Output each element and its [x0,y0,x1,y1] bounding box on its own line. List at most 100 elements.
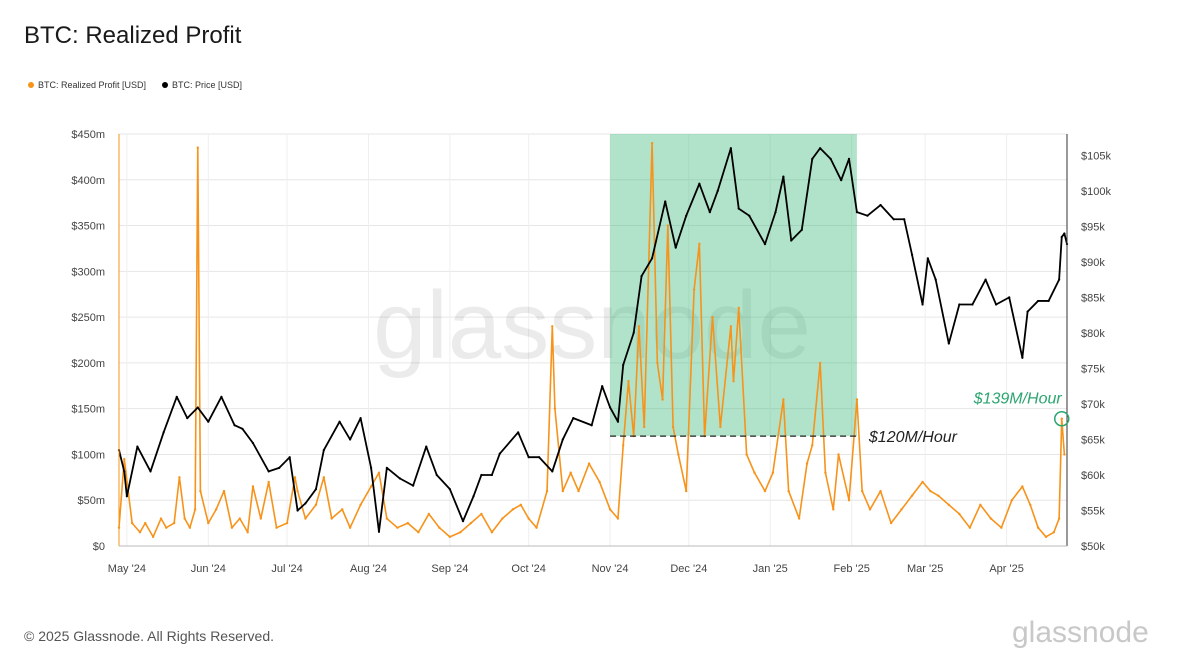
y-right-tick-label: $95k [1081,221,1105,233]
price-point [241,427,244,430]
y-right-tick-label: $90k [1081,257,1105,269]
price-point [782,175,785,178]
price-point [811,157,814,160]
price-point [903,218,906,221]
price-point [921,303,924,306]
price-point [472,495,475,498]
y-left-tick-label: $300m [71,266,105,278]
threshold-label: $120M/Hour [868,429,958,446]
price-point [480,473,483,477]
price-point [196,406,199,409]
price-point [1021,356,1024,359]
x-tick-label: Jan '25 [753,563,788,575]
peak-label: $139M/Hour [973,391,1063,408]
price-point [926,257,929,260]
price-point [910,253,914,256]
price-point [233,424,236,427]
price-point [338,420,341,423]
price-point [175,395,178,398]
price-point [590,424,593,427]
y-right-tick-label: $75k [1081,363,1105,375]
price-point [1026,310,1029,313]
price-point [1058,278,1061,281]
legend-dot-realized-profit [28,82,34,88]
y-left-tick-label: $100m [71,449,105,461]
price-point [538,456,541,459]
y-right-tick-label: $65k [1081,434,1105,446]
price-point [608,406,612,409]
y-right-tick-label: $80k [1081,328,1105,340]
shaded-region-layer [610,134,857,437]
price-point [800,228,803,231]
price-point [162,431,165,434]
price-point [840,179,843,182]
price-point [847,157,851,160]
price-point [385,466,388,469]
axes-layer: $0 $50m $100m $150m $200m $250m $300m $350m $400… [71,129,1111,575]
price-point [186,417,189,420]
x-tick-label: May '24 [108,563,146,575]
price-point [448,488,451,491]
brand-logo: glassnode [1012,616,1149,649]
x-tick-label: Jul '24 [271,563,302,575]
price-point [498,452,501,455]
x-tick-label: Nov '24 [592,563,629,575]
price-point [650,257,654,260]
price-point [674,246,677,249]
price-point [527,456,530,459]
annotation-layer: $120M/Hour $139M/Hour [610,391,1070,446]
price-point [994,303,998,306]
price-point [737,207,740,210]
price-point [1008,296,1011,299]
price-point [267,470,270,473]
price-point [377,530,381,533]
price-point [220,395,223,398]
x-tick-label: Oct '24 [511,563,546,575]
peak-marker [1053,410,1070,427]
x-tick-label: Apr '25 [989,563,1024,575]
y-left-tick-label: $0 [93,541,105,553]
price-point [640,274,643,278]
y-right-tick-label: $50k [1081,541,1105,553]
price-point [348,438,352,441]
legend-item-realized-profit[interactable]: BTC: Realized Profit [USD] [28,80,146,90]
price-point [551,470,554,473]
legend-dot-price [162,82,169,88]
price-point [790,239,793,242]
shaded-region [610,134,857,437]
price-point [892,218,895,221]
price-point [934,278,937,281]
price-point [622,363,625,366]
price-point [125,495,128,498]
price-point [412,484,415,487]
price-point [322,449,325,452]
chart-svg: glassnode $0$50m$100m$150m$200m$250m$300… [71,129,1111,575]
y-right-tick-label: $100k [1081,186,1111,198]
price-point [1060,235,1063,239]
y-left-tick-label: $350m [71,221,105,233]
price-point [958,303,961,306]
price-point [971,303,974,306]
price-point [1063,232,1066,235]
y-left-tick-label: $150m [71,404,105,416]
price-point [369,466,373,469]
price-point [149,470,152,473]
y-left-tick-label: $50m [77,495,105,507]
y-right-tick-label: $85k [1081,292,1105,304]
price-point [819,147,822,150]
price-point [490,473,493,477]
x-tick-label: Aug '24 [350,563,387,575]
legend-item-price[interactable]: BTC: Price [USD] [162,80,242,90]
x-tick-label: Jun '24 [191,563,226,575]
price-layer [117,147,1069,533]
price-point [601,385,604,388]
price-point [425,445,428,448]
price-point [1037,299,1040,303]
price-point [296,509,299,512]
x-tick-label: Feb '25 [833,563,869,575]
price-point [572,417,575,420]
price-point [708,211,711,214]
chart-legend: BTC: Realized Profit [USD] BTC: Price [U… [28,80,242,90]
price-point [461,520,465,523]
price-point [763,243,767,246]
